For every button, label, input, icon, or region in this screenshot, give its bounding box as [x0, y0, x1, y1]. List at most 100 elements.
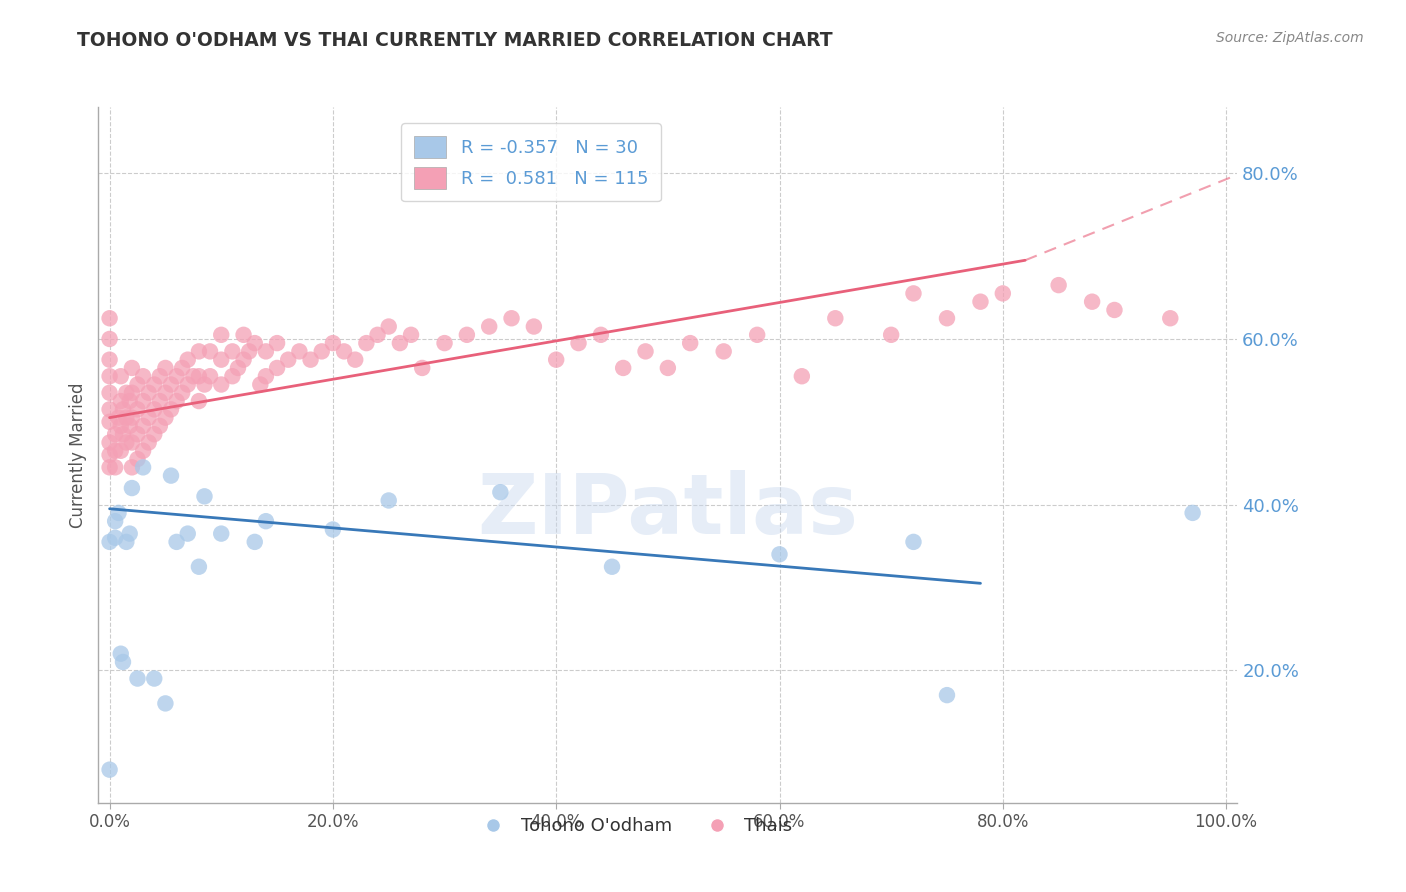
Point — [824, 311, 846, 326]
Point — [166, 369, 188, 384]
Point — [209, 327, 232, 342]
Point — [111, 655, 134, 669]
Point — [266, 336, 288, 351]
Point — [187, 559, 209, 574]
Point — [149, 394, 172, 409]
Point — [98, 415, 121, 429]
Point — [232, 327, 254, 342]
Point — [209, 377, 232, 392]
Point — [478, 319, 501, 334]
Point — [322, 523, 344, 537]
Text: TOHONO O'ODHAM VS THAI CURRENTLY MARRIED CORRELATION CHART: TOHONO O'ODHAM VS THAI CURRENTLY MARRIED… — [77, 31, 832, 50]
Point — [567, 336, 589, 351]
Point — [243, 336, 266, 351]
Point — [713, 344, 735, 359]
Point — [193, 489, 215, 503]
Point — [166, 394, 188, 409]
Point — [243, 534, 266, 549]
Point — [98, 311, 121, 326]
Point — [288, 344, 311, 359]
Point — [110, 418, 132, 433]
Point — [377, 493, 399, 508]
Point — [172, 360, 194, 375]
Point — [226, 360, 249, 375]
Point — [187, 394, 209, 409]
Point — [969, 294, 991, 309]
Point — [377, 319, 399, 334]
Y-axis label: Currently Married: Currently Married — [69, 382, 87, 528]
Point — [143, 672, 166, 686]
Point — [1159, 311, 1181, 326]
Point — [747, 327, 769, 342]
Point — [679, 336, 702, 351]
Point — [111, 402, 134, 417]
Point — [311, 344, 333, 359]
Point — [121, 481, 143, 495]
Point — [149, 369, 172, 384]
Point — [110, 394, 132, 409]
Point — [221, 344, 243, 359]
Point — [155, 697, 177, 711]
Point — [254, 369, 277, 384]
Point — [98, 763, 121, 777]
Point — [1104, 302, 1126, 317]
Point — [209, 526, 232, 541]
Point — [299, 352, 322, 367]
Point — [107, 410, 129, 425]
Point — [172, 385, 194, 400]
Point — [132, 460, 155, 475]
Point — [121, 410, 143, 425]
Point — [98, 352, 121, 367]
Point — [107, 506, 129, 520]
Point — [149, 418, 172, 433]
Point — [367, 327, 389, 342]
Point — [193, 377, 215, 392]
Point — [143, 377, 166, 392]
Point — [249, 377, 271, 392]
Point — [104, 514, 127, 528]
Point — [1081, 294, 1104, 309]
Point — [546, 352, 568, 367]
Point — [187, 344, 209, 359]
Point — [198, 369, 221, 384]
Point — [160, 468, 183, 483]
Point — [388, 336, 411, 351]
Point — [127, 427, 149, 442]
Point — [121, 385, 143, 400]
Point — [177, 526, 200, 541]
Point — [1181, 506, 1204, 520]
Point — [115, 435, 138, 450]
Point — [232, 352, 254, 367]
Point — [111, 427, 134, 442]
Point — [991, 286, 1014, 301]
Text: ZIPatlas: ZIPatlas — [478, 470, 858, 551]
Point — [143, 427, 166, 442]
Point — [98, 435, 121, 450]
Point — [110, 369, 132, 384]
Point — [489, 485, 512, 500]
Point — [344, 352, 367, 367]
Point — [98, 534, 121, 549]
Point — [143, 402, 166, 417]
Point — [322, 336, 344, 351]
Point — [104, 443, 127, 458]
Point — [634, 344, 657, 359]
Point — [98, 448, 121, 462]
Point — [98, 385, 121, 400]
Point — [612, 360, 634, 375]
Point — [132, 418, 155, 433]
Point — [356, 336, 378, 351]
Point — [160, 377, 183, 392]
Point — [138, 385, 160, 400]
Point — [121, 435, 143, 450]
Point — [523, 319, 546, 334]
Point — [138, 435, 160, 450]
Point — [155, 385, 177, 400]
Point — [127, 402, 149, 417]
Point — [121, 360, 143, 375]
Point — [187, 369, 209, 384]
Point — [127, 672, 149, 686]
Point — [177, 352, 200, 367]
Point — [936, 688, 959, 702]
Point — [98, 460, 121, 475]
